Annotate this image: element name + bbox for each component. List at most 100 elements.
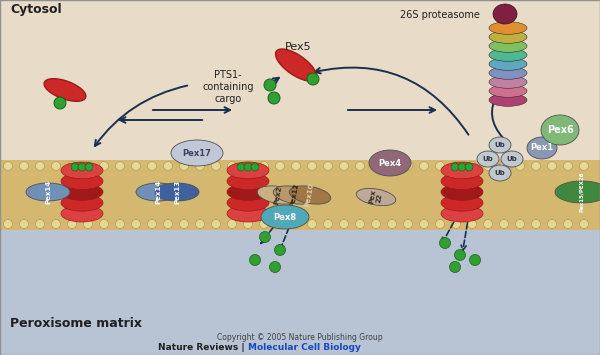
Ellipse shape bbox=[61, 162, 103, 179]
Ellipse shape bbox=[61, 184, 103, 200]
Circle shape bbox=[436, 219, 445, 229]
Circle shape bbox=[83, 162, 92, 170]
Circle shape bbox=[212, 219, 221, 229]
Circle shape bbox=[467, 219, 476, 229]
Text: Pex
22: Pex 22 bbox=[368, 189, 383, 205]
Circle shape bbox=[340, 162, 349, 170]
Text: Pex2: Pex2 bbox=[274, 185, 283, 205]
Circle shape bbox=[404, 162, 413, 170]
Circle shape bbox=[227, 219, 236, 229]
Ellipse shape bbox=[489, 40, 527, 52]
Bar bbox=[0, 0, 600, 177]
Ellipse shape bbox=[489, 58, 527, 70]
Circle shape bbox=[148, 219, 157, 229]
Circle shape bbox=[323, 162, 332, 170]
Text: Ub: Ub bbox=[482, 156, 493, 162]
Ellipse shape bbox=[273, 186, 315, 204]
Ellipse shape bbox=[489, 137, 511, 153]
Circle shape bbox=[548, 219, 557, 229]
Circle shape bbox=[355, 162, 365, 170]
Ellipse shape bbox=[369, 150, 411, 176]
Circle shape bbox=[212, 162, 221, 170]
Ellipse shape bbox=[227, 162, 269, 179]
Ellipse shape bbox=[489, 85, 527, 97]
Ellipse shape bbox=[555, 181, 600, 203]
Text: Pex4: Pex4 bbox=[379, 158, 401, 168]
Text: Pex5: Pex5 bbox=[284, 42, 311, 52]
Ellipse shape bbox=[61, 205, 103, 222]
Circle shape bbox=[451, 163, 459, 171]
Circle shape bbox=[115, 219, 125, 229]
Circle shape bbox=[260, 231, 271, 242]
Ellipse shape bbox=[527, 137, 557, 159]
Circle shape bbox=[67, 162, 77, 170]
Circle shape bbox=[227, 162, 236, 170]
Circle shape bbox=[71, 163, 79, 171]
Circle shape bbox=[100, 219, 109, 229]
Ellipse shape bbox=[227, 184, 269, 200]
Ellipse shape bbox=[70, 165, 95, 171]
Circle shape bbox=[467, 162, 476, 170]
Ellipse shape bbox=[489, 49, 527, 61]
Circle shape bbox=[4, 162, 13, 170]
Circle shape bbox=[244, 163, 252, 171]
Circle shape bbox=[436, 162, 445, 170]
Text: Molecular Cell Biology: Molecular Cell Biology bbox=[248, 343, 361, 351]
Circle shape bbox=[548, 162, 557, 170]
Ellipse shape bbox=[61, 195, 103, 211]
Ellipse shape bbox=[441, 205, 483, 222]
Ellipse shape bbox=[493, 4, 517, 24]
Ellipse shape bbox=[227, 173, 269, 190]
Circle shape bbox=[388, 219, 397, 229]
Ellipse shape bbox=[257, 186, 299, 204]
Circle shape bbox=[371, 219, 380, 229]
Text: Pex1: Pex1 bbox=[530, 143, 554, 153]
Circle shape bbox=[439, 237, 451, 248]
Bar bbox=[0, 160, 600, 230]
Circle shape bbox=[52, 219, 61, 229]
Circle shape bbox=[85, 163, 93, 171]
Circle shape bbox=[251, 163, 259, 171]
Text: Ub: Ub bbox=[506, 156, 517, 162]
Ellipse shape bbox=[541, 115, 579, 145]
Circle shape bbox=[388, 162, 397, 170]
Circle shape bbox=[237, 163, 245, 171]
Circle shape bbox=[100, 162, 109, 170]
Circle shape bbox=[35, 219, 44, 229]
Ellipse shape bbox=[356, 189, 396, 206]
Circle shape bbox=[244, 162, 253, 170]
Circle shape bbox=[458, 163, 466, 171]
Ellipse shape bbox=[136, 183, 180, 201]
Circle shape bbox=[131, 162, 140, 170]
Circle shape bbox=[78, 163, 86, 171]
Circle shape bbox=[515, 162, 524, 170]
Circle shape bbox=[148, 162, 157, 170]
Circle shape bbox=[83, 219, 92, 229]
Ellipse shape bbox=[477, 151, 499, 167]
Circle shape bbox=[404, 219, 413, 229]
Ellipse shape bbox=[227, 205, 269, 222]
Circle shape bbox=[465, 163, 473, 171]
Text: Pex10: Pex10 bbox=[305, 182, 315, 207]
Circle shape bbox=[19, 219, 29, 229]
Ellipse shape bbox=[235, 165, 260, 171]
Ellipse shape bbox=[61, 173, 103, 190]
Circle shape bbox=[292, 162, 301, 170]
Circle shape bbox=[163, 162, 173, 170]
Circle shape bbox=[275, 219, 284, 229]
Circle shape bbox=[54, 97, 66, 109]
Circle shape bbox=[52, 162, 61, 170]
Ellipse shape bbox=[261, 205, 309, 229]
Text: Peroxisome matrix: Peroxisome matrix bbox=[10, 317, 142, 330]
Circle shape bbox=[449, 262, 461, 273]
Circle shape bbox=[196, 162, 205, 170]
Circle shape bbox=[419, 162, 428, 170]
Circle shape bbox=[532, 219, 541, 229]
Circle shape bbox=[115, 162, 125, 170]
Ellipse shape bbox=[289, 186, 331, 204]
Ellipse shape bbox=[227, 195, 269, 211]
Text: Ub: Ub bbox=[494, 142, 505, 148]
Ellipse shape bbox=[489, 67, 527, 79]
Circle shape bbox=[308, 162, 317, 170]
Circle shape bbox=[163, 219, 173, 229]
